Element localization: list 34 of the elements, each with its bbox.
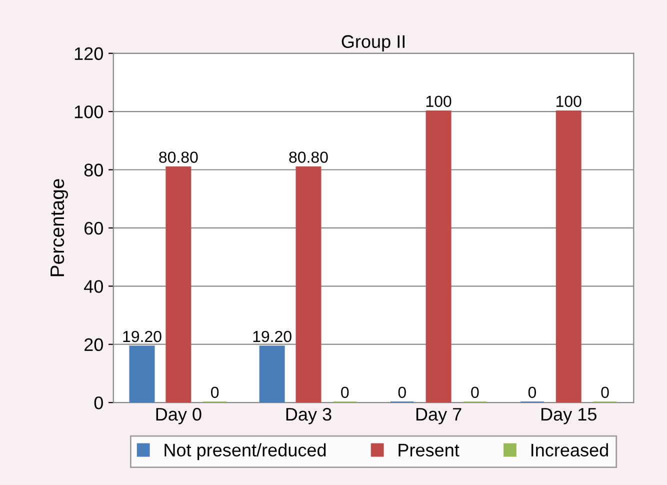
x-tick-label: Day 3 — [286, 408, 332, 424]
data-label: 100 — [426, 96, 452, 108]
legend-label: Present — [398, 444, 460, 457]
data-label: 80.80 — [159, 152, 198, 163]
bar — [166, 166, 192, 403]
data-label: 0 — [211, 386, 219, 398]
data-label: 0 — [601, 386, 609, 398]
legend-label: Not present/reduced — [164, 443, 326, 460]
data-label: 0 — [528, 386, 536, 398]
data-label: 19.20 — [123, 330, 162, 342]
bar — [259, 346, 285, 403]
legend-label: Increased — [532, 443, 608, 457]
data-label: 0 — [341, 386, 349, 398]
bar — [129, 346, 155, 403]
data-label: 0 — [471, 386, 479, 398]
data-label: 0 — [398, 386, 406, 398]
y-tick-label: 40 — [84, 280, 103, 293]
bar — [556, 110, 582, 403]
data-label: 19.20 — [253, 330, 292, 342]
y-tick-label: 100 — [74, 105, 103, 118]
y-tick-label: 80 — [84, 164, 103, 176]
data-label: 80.80 — [289, 152, 328, 163]
y-tick-label: 120 — [74, 47, 103, 60]
y-tick-label: 0 — [94, 396, 103, 410]
x-tick-label: Day 0 — [156, 408, 202, 424]
x-tick-label: Day 7 — [416, 408, 462, 424]
y-axis-title: Percentage — [50, 179, 68, 276]
y-tick-label: 60 — [84, 222, 103, 235]
bar — [426, 110, 452, 403]
chart-title: Group II — [342, 35, 404, 52]
bar — [296, 166, 322, 403]
y-tick-label: 20 — [84, 338, 103, 352]
x-tick-label: Day 15 — [541, 408, 596, 424]
data-label: 100 — [556, 96, 582, 108]
